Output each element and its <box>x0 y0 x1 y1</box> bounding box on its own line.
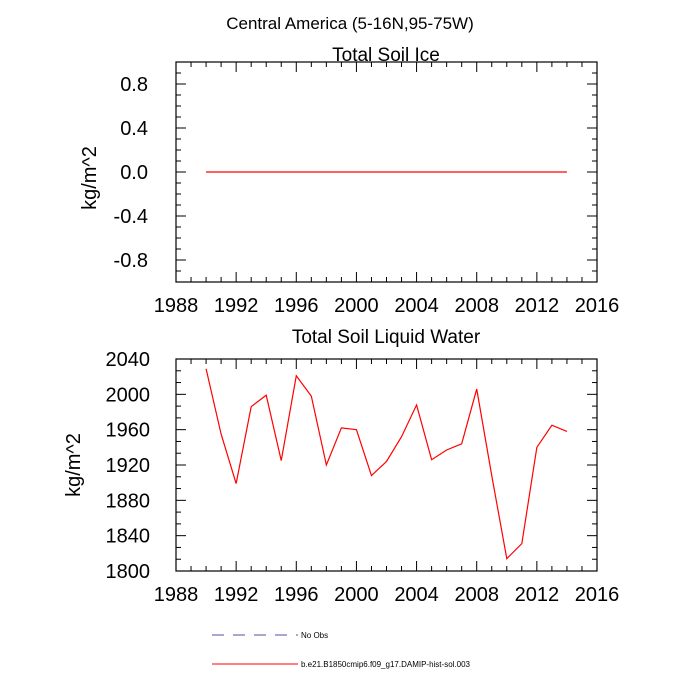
x-tick-label: 2012 <box>515 584 560 606</box>
y-tick-label: -0.8 <box>114 250 148 272</box>
y-tick-label: 2040 <box>106 349 151 371</box>
x-tick-label: 2016 <box>575 295 620 317</box>
tick-labels-liquid-water: 1988 1992 1996 2000 2004 2008 2012 2016 2040 2000… <box>106 349 620 606</box>
y-axis-label-ice: kg/m^2 <box>79 146 101 210</box>
x-tick-label: 1988 <box>154 584 199 606</box>
y-tick-label: 1880 <box>106 490 151 512</box>
y-axis-label-liquid-water: kg/m^2 <box>63 433 85 497</box>
y-tick-label: 1800 <box>106 561 151 583</box>
y-tick-label: 0.4 <box>120 118 148 140</box>
panel-title-total-soil-ice: Total Soil Ice <box>332 45 440 66</box>
x-tick-label: 2000 <box>334 584 379 606</box>
x-tick-label: 2016 <box>575 584 620 606</box>
y-tick-label: 0.8 <box>120 74 148 96</box>
x-tick-label: 2004 <box>394 295 439 317</box>
y-tick-label: 0.0 <box>120 162 148 184</box>
x-tick-label: 2000 <box>334 295 379 317</box>
series-line <box>205 368 568 560</box>
x-tick-label: 1988 <box>154 295 199 317</box>
x-tick-label: 1996 <box>274 295 319 317</box>
legend-label-model: b.e21.B1850cmip6.f09_g17.DAMIP-hist-sol.… <box>301 660 471 669</box>
tick-labels-ice: 1988 1992 1996 2000 2004 2008 2012 2016 0.8 0.4 0.… <box>114 74 620 317</box>
panel-title-soil-liquid-water: Total Soil Liquid Water <box>292 327 481 348</box>
panel-total-soil-liquid-water: Total Soil Liquid Water kg/m^2 1988 1992 1… <box>63 327 619 606</box>
y-tick-label: 2000 <box>106 384 151 406</box>
x-tick-label: 2012 <box>515 295 560 317</box>
x-tick-label: 1992 <box>214 584 259 606</box>
plot-frame-liquid-water <box>175 358 598 572</box>
series-lines-liquid-water <box>205 368 568 560</box>
x-tick-label: 2008 <box>454 295 499 317</box>
y-tick-label: 1960 <box>106 420 151 442</box>
legend: No Obs b.e21.B1850cmip6.f09_g17.DAMIP-hi… <box>212 631 471 669</box>
x-tick-label: 2004 <box>394 584 439 606</box>
x-tick-label: 1996 <box>274 584 319 606</box>
y-tick-label: 1840 <box>106 526 151 548</box>
plot-frame-ice <box>175 61 598 283</box>
x-tick-label: 2008 <box>454 584 499 606</box>
legend-label-no-obs: No Obs <box>301 631 328 640</box>
y-tick-label: -0.4 <box>114 206 148 228</box>
panel-total-soil-ice: Total Soil Ice kg/m^2 1988 1992 1996 2000 20… <box>79 45 619 317</box>
x-tick-label: 1992 <box>214 295 259 317</box>
figure-title: Central America (5-16N,95-75W) <box>226 14 474 33</box>
y-tick-label: 1920 <box>106 455 151 477</box>
